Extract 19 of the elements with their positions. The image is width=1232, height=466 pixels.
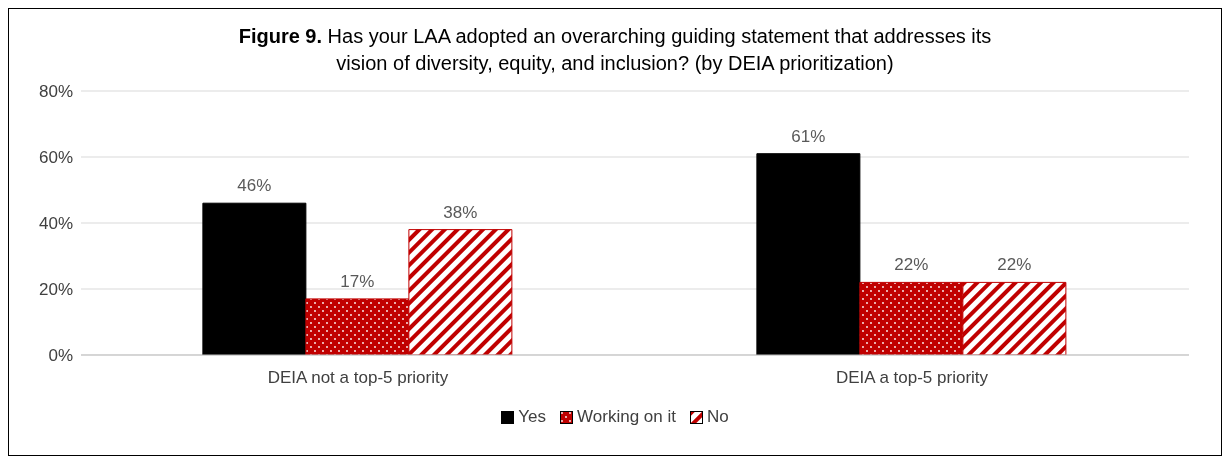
- bar: [756, 153, 861, 355]
- text: 22%: [997, 255, 1032, 275]
- legend-label: Working on it: [576, 407, 676, 427]
- text: 38%: [443, 202, 478, 222]
- text: 17%: [340, 271, 375, 291]
- x-tick-label: DEIA a top-5 priority: [835, 368, 989, 388]
- bar: [202, 202, 307, 355]
- chart-title: Figure 9. Has your LAA adopted an overarching guiding statement that addresses its vision of diversity, equity, and inclusion? (by DEIA prioritization): [238, 25, 992, 74]
- legend-label: Yes: [517, 407, 547, 427]
- y-tick-label: 20%: [38, 280, 73, 300]
- y-tick-label: 60%: [38, 148, 73, 168]
- y-tick-label: 0%: [48, 346, 73, 366]
- y-tick-label: 80%: [38, 82, 73, 102]
- text: 46%: [237, 176, 272, 196]
- y-tick-label: 40%: [38, 214, 73, 234]
- text: 22%: [894, 255, 929, 275]
- x-tick-label: DEIA not a top-5 priority: [267, 368, 449, 388]
- legend-label: No: [705, 407, 729, 427]
- text: 61%: [791, 126, 826, 146]
